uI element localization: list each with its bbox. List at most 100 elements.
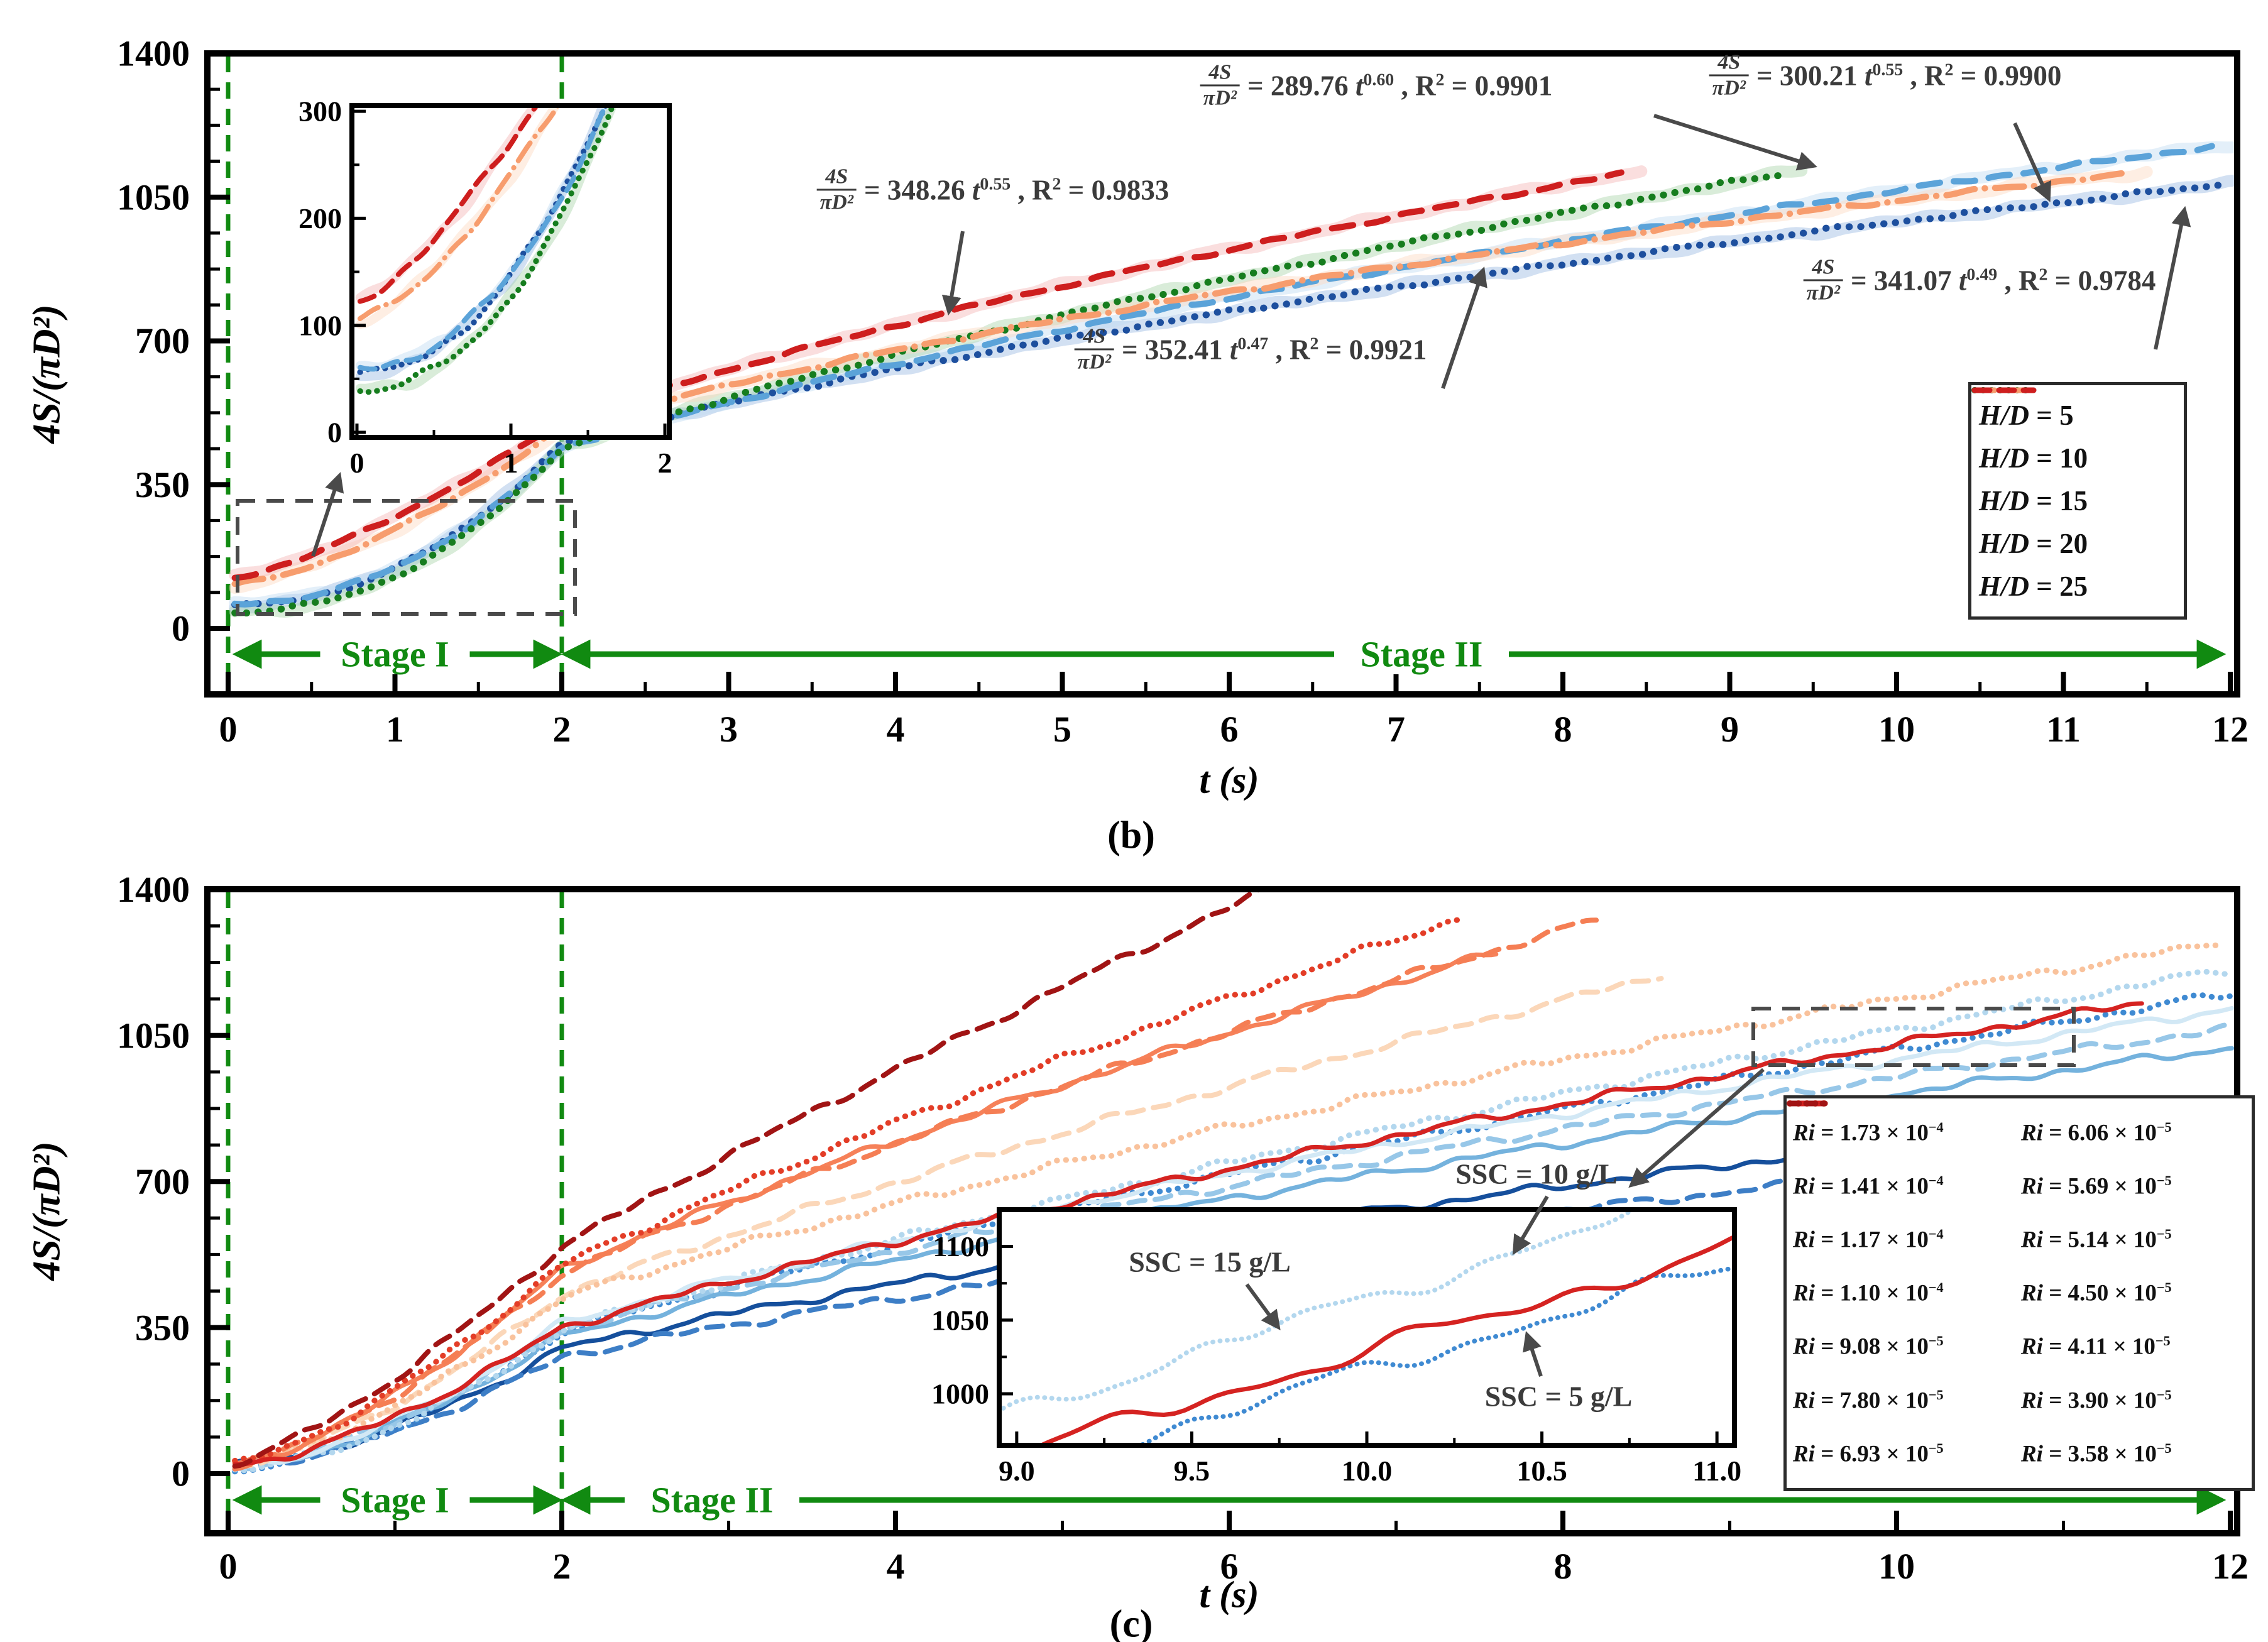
legend-item: Ri = 1.10 × 10−4	[1787, 1100, 2017, 1320]
stage-label: Stage II	[651, 1480, 774, 1521]
equation-body: = 352.41 t0.47 , R2 = 0.9921	[1121, 334, 1427, 365]
inset-x-tick-label: 1	[504, 447, 518, 479]
series-line	[231, 143, 2215, 608]
legend-item-label: Ri = 6.06 × 10−5	[2021, 1119, 2172, 1146]
fit-arrow	[2154, 205, 2191, 350]
y-tick-label: 0	[172, 608, 190, 649]
series-line	[232, 942, 2220, 1465]
stage-label-bg	[320, 633, 470, 674]
zoom-pointer-arrow	[311, 472, 344, 557]
legend-item-label: Ri = 1.73 × 10−4	[1793, 1119, 1944, 1146]
equation-body: = 348.26 t0.55 , R2 = 0.9833	[863, 174, 1170, 205]
equation-body: = 300.21 t0.55 , R2 = 0.9900	[1756, 60, 2062, 91]
fit-equation-5: 4S πD² = 352.41 t0.47 , R2 = 0.9921	[1074, 324, 1427, 374]
y-tick-label: 700	[135, 1161, 190, 1202]
zoom-source-rect	[236, 499, 577, 616]
x-tick-label: 2	[553, 1546, 571, 1587]
equation-fraction: 4S πD²	[1709, 50, 1749, 100]
x-tick-label: 1	[386, 709, 404, 750]
legend-item: H/D = 5	[1971, 387, 2176, 432]
legend-panel-b: H/D = 5 H/D = 10 H/D = 15 H/D = 20 H/D = 25	[1968, 382, 2187, 620]
inset-series-line	[357, 107, 539, 304]
legend-item: Ri = 4.11 × 10−5	[1787, 1100, 2245, 1374]
legend-item-label: H/D = 20	[1979, 528, 2088, 559]
x-tick-label: 6	[1220, 709, 1239, 750]
legend-item: Ri = 5.69 × 10−5	[1787, 1100, 2245, 1213]
series-line	[232, 917, 1599, 1472]
legend-line-sample	[1787, 1100, 1828, 1107]
x-tick-label: 11	[2046, 709, 2081, 750]
legend-line-sample	[1971, 387, 2037, 393]
legend-item: H/D = 15	[1971, 387, 2176, 517]
fit-arrow	[1441, 266, 1487, 389]
inset-y-tick-label: 1050	[931, 1304, 989, 1336]
x-tick-label: 9	[1721, 709, 1739, 750]
x-tick-label: 8	[1554, 1546, 1572, 1587]
x-tick-label: 2	[553, 709, 571, 750]
legend-item: Ri = 3.90 × 10−5	[1787, 1100, 2245, 1427]
panel-c: 0 2 4 6 8 10 12 0 350 700 1050 1400 Stage I Stage II 9…	[117, 869, 2249, 1587]
x-tick-label: 5	[1053, 709, 1071, 750]
fit-equation-2: 4S πD² = 289.76 t0.60 , R2 = 0.9901	[1200, 60, 1552, 110]
stage-label: Stage I	[341, 1480, 449, 1521]
x-tick-label: 3	[720, 709, 738, 750]
y-tick-label: 1400	[117, 869, 190, 910]
x-tick-label: 4	[887, 709, 905, 750]
legend-item-label: H/D = 10	[1979, 442, 2088, 474]
equation-fraction: 4S πD²	[1074, 324, 1114, 374]
fit-arrow	[1653, 114, 1817, 171]
legend-item-label: Ri = 6.93 × 10−5	[1793, 1440, 1944, 1467]
legend-item-label: Ri = 3.58 × 10−5	[2021, 1440, 2172, 1467]
ssc-arrow	[1523, 1331, 1543, 1377]
inset-x-tick-label: 10.0	[1342, 1455, 1393, 1487]
panel-c-caption: (c)	[1109, 1602, 1153, 1642]
inset-curves	[355, 107, 617, 395]
inset-series-line	[357, 107, 608, 372]
x-tick-label: 0	[219, 709, 238, 750]
equation-fraction: 4S πD²	[816, 165, 857, 214]
inset-x-tick-label: 11.0	[1692, 1455, 1741, 1487]
y-tick-label: 1050	[117, 1015, 190, 1056]
x-tick-label: 10	[1878, 1546, 1915, 1587]
x-tick-label: 4	[887, 1546, 905, 1587]
panel-c-xaxis-label: t (s)	[1199, 1574, 1259, 1616]
series-line	[233, 1001, 2144, 1467]
legend-item: H/D = 10	[1971, 387, 2176, 474]
inset-y-tick-label: 300	[299, 96, 342, 128]
stage-label-bg	[625, 1479, 799, 1520]
inset-series-band	[355, 107, 539, 302]
series-line	[231, 181, 2226, 608]
fit-arrow	[941, 231, 965, 316]
x-tick-label: 6	[1220, 1546, 1239, 1587]
stage-label: Stage I	[341, 634, 449, 675]
ssc-annotation-2: SSC = 15 g/L	[1129, 1245, 1291, 1278]
inset-series-band	[355, 107, 617, 393]
series-line	[232, 892, 1259, 1469]
zoom-pointer-arrow	[1628, 1068, 1765, 1188]
series-line	[231, 172, 1785, 617]
panel-frame-b	[204, 50, 2240, 698]
inset-x-tick-label: 10.5	[1516, 1455, 1567, 1487]
equation-body: = 341.07 t0.49 , R2 = 0.9784	[1850, 265, 2156, 296]
legend-item-label: Ri = 1.17 × 10−4	[1793, 1226, 1944, 1253]
inset-y-tick-label: 1000	[931, 1378, 989, 1410]
legend-item: Ri = 9.08 × 10−5	[1787, 1100, 2017, 1374]
legend-item-label: Ri = 4.50 × 10−5	[2021, 1279, 2172, 1306]
x-tick-label: 12	[2212, 709, 2249, 750]
legend-item-label: H/D = 5	[1979, 400, 2074, 431]
series-line	[231, 169, 1624, 581]
inset-y-tick-label: 1100	[933, 1230, 989, 1262]
y-tick-label: 0	[172, 1453, 190, 1494]
y-tick-label: 1050	[117, 177, 190, 217]
fit-arrow	[2013, 122, 2051, 202]
legend-panel-c: Ri = 1.73 × 10−4 Ri = 1.41 × 10−4 Ri = 1.1…	[1783, 1095, 2255, 1491]
legend-item-label: Ri = 7.80 × 10−5	[1793, 1386, 1944, 1413]
legend-item-label: Ri = 9.08 × 10−5	[1793, 1333, 1944, 1360]
legend-item-label: Ri = 5.14 × 10−5	[2021, 1226, 2172, 1253]
x-tick-label: 0	[219, 1546, 238, 1587]
legend-item: Ri = 7.80 × 10−5	[1787, 1100, 2017, 1427]
legend-item: Ri = 1.73 × 10−4	[1787, 1100, 2017, 1159]
legend-item: Ri = 6.06 × 10−5	[1787, 1100, 2245, 1159]
